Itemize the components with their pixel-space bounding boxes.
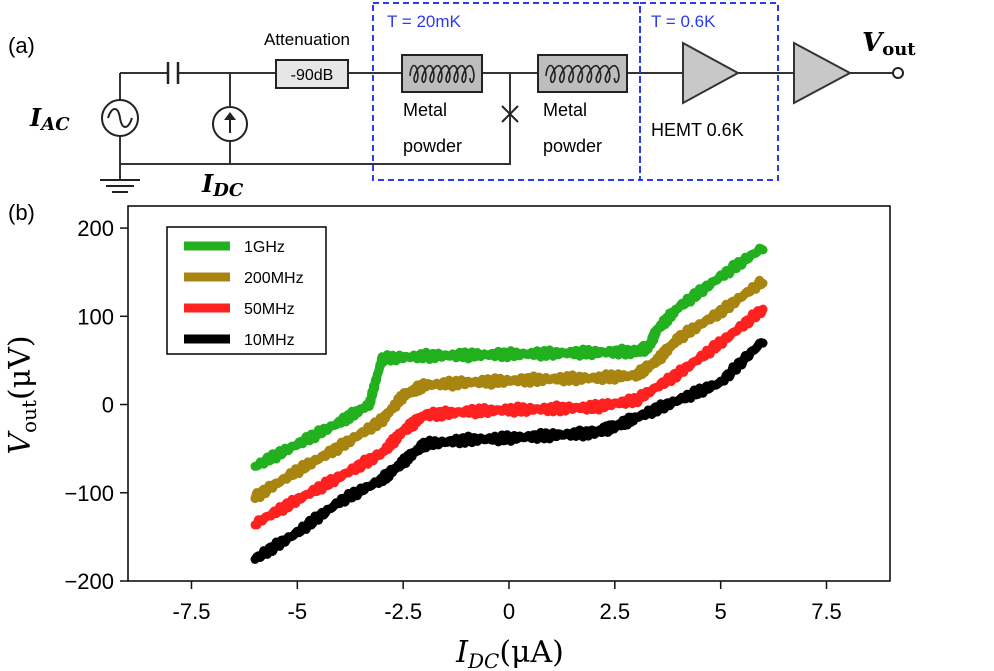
series-line-10mhz: [250, 338, 768, 564]
dc-source-symbol: [212, 106, 248, 142]
x-tick-label: -5: [288, 599, 308, 624]
filter-2-label-line2: powder: [543, 136, 602, 156]
legend-label: 50MHz: [244, 301, 295, 318]
ground-symbol: [100, 179, 140, 193]
attenuation-label: Attenuation: [264, 30, 350, 49]
y-tick-label: −200: [64, 569, 114, 594]
filter-2-coil: [545, 64, 620, 84]
panel-b-label: (b): [8, 200, 35, 225]
y-tick-label: 0: [102, 393, 114, 418]
hemt-label: HEMT 0.6K: [651, 120, 744, 140]
attenuator-box: [275, 59, 349, 89]
axis-ticks: -7.5 -5 -2.5 0 2.5 5 7.5 −200 −100 0 100 200: [64, 216, 841, 624]
y-tick-label: −100: [64, 481, 114, 506]
series-line-1ghz: [250, 243, 768, 471]
x-tick-label: -2.5: [384, 599, 422, 624]
ac-source-symbol: [101, 99, 139, 137]
legend-label: 10MHz: [244, 332, 295, 349]
ac-source-label: IAC: [29, 103, 70, 135]
filter-1-label-line1: Metal: [403, 100, 447, 120]
x-tick-label: 7.5: [811, 599, 842, 624]
wire-bottom-return: [120, 73, 511, 165]
output-terminal: [892, 67, 904, 79]
capacitor-symbol: [166, 62, 180, 84]
filter-2-label-line1: Metal: [543, 100, 587, 120]
panel-a-label: (a): [8, 33, 35, 58]
y-tick-label: 100: [77, 304, 114, 329]
series-line-50mhz: [250, 304, 768, 530]
y-tick-label: 200: [77, 216, 114, 241]
series-line-200mhz: [250, 275, 768, 504]
legend-label: 1GHz: [244, 239, 285, 256]
zone-06k-box: [639, 2, 779, 181]
room-temp-amplifier-icon: [793, 41, 853, 105]
x-tick-label: 2.5: [600, 599, 631, 624]
series-layer: [250, 243, 768, 564]
iv-chart: (b) -7.5 -5 -2.5 0 2.5 5 7.5 −200 −100 0 100 200 1G…: [3, 200, 891, 671]
filter-1-coil: [409, 64, 475, 84]
zone-20mk-label: T = 20mK: [387, 12, 462, 31]
legend: 1GHz 200MHz 50MHz 10MHz: [166, 226, 327, 355]
x-tick-label: 5: [715, 599, 727, 624]
junction-cross-symbol: [501, 105, 519, 123]
attenuator-value: -90dB: [291, 67, 334, 84]
circuit-diagram: (a) IAC IDC: [8, 2, 916, 201]
zone-06k-label: T = 0.6K: [651, 12, 716, 31]
hemt-amplifier-icon: [682, 41, 741, 105]
legend-label: 200MHz: [244, 270, 304, 287]
x-tick-label: -7.5: [173, 599, 211, 624]
x-axis-label: IDC(μA): [455, 635, 564, 671]
dc-source-label: IDC: [201, 169, 244, 201]
y-axis-label: Vout(μV): [3, 335, 41, 454]
x-tick-label: 0: [503, 599, 515, 624]
output-label: Vout: [862, 28, 916, 60]
filter-1-label-line2: powder: [403, 136, 462, 156]
